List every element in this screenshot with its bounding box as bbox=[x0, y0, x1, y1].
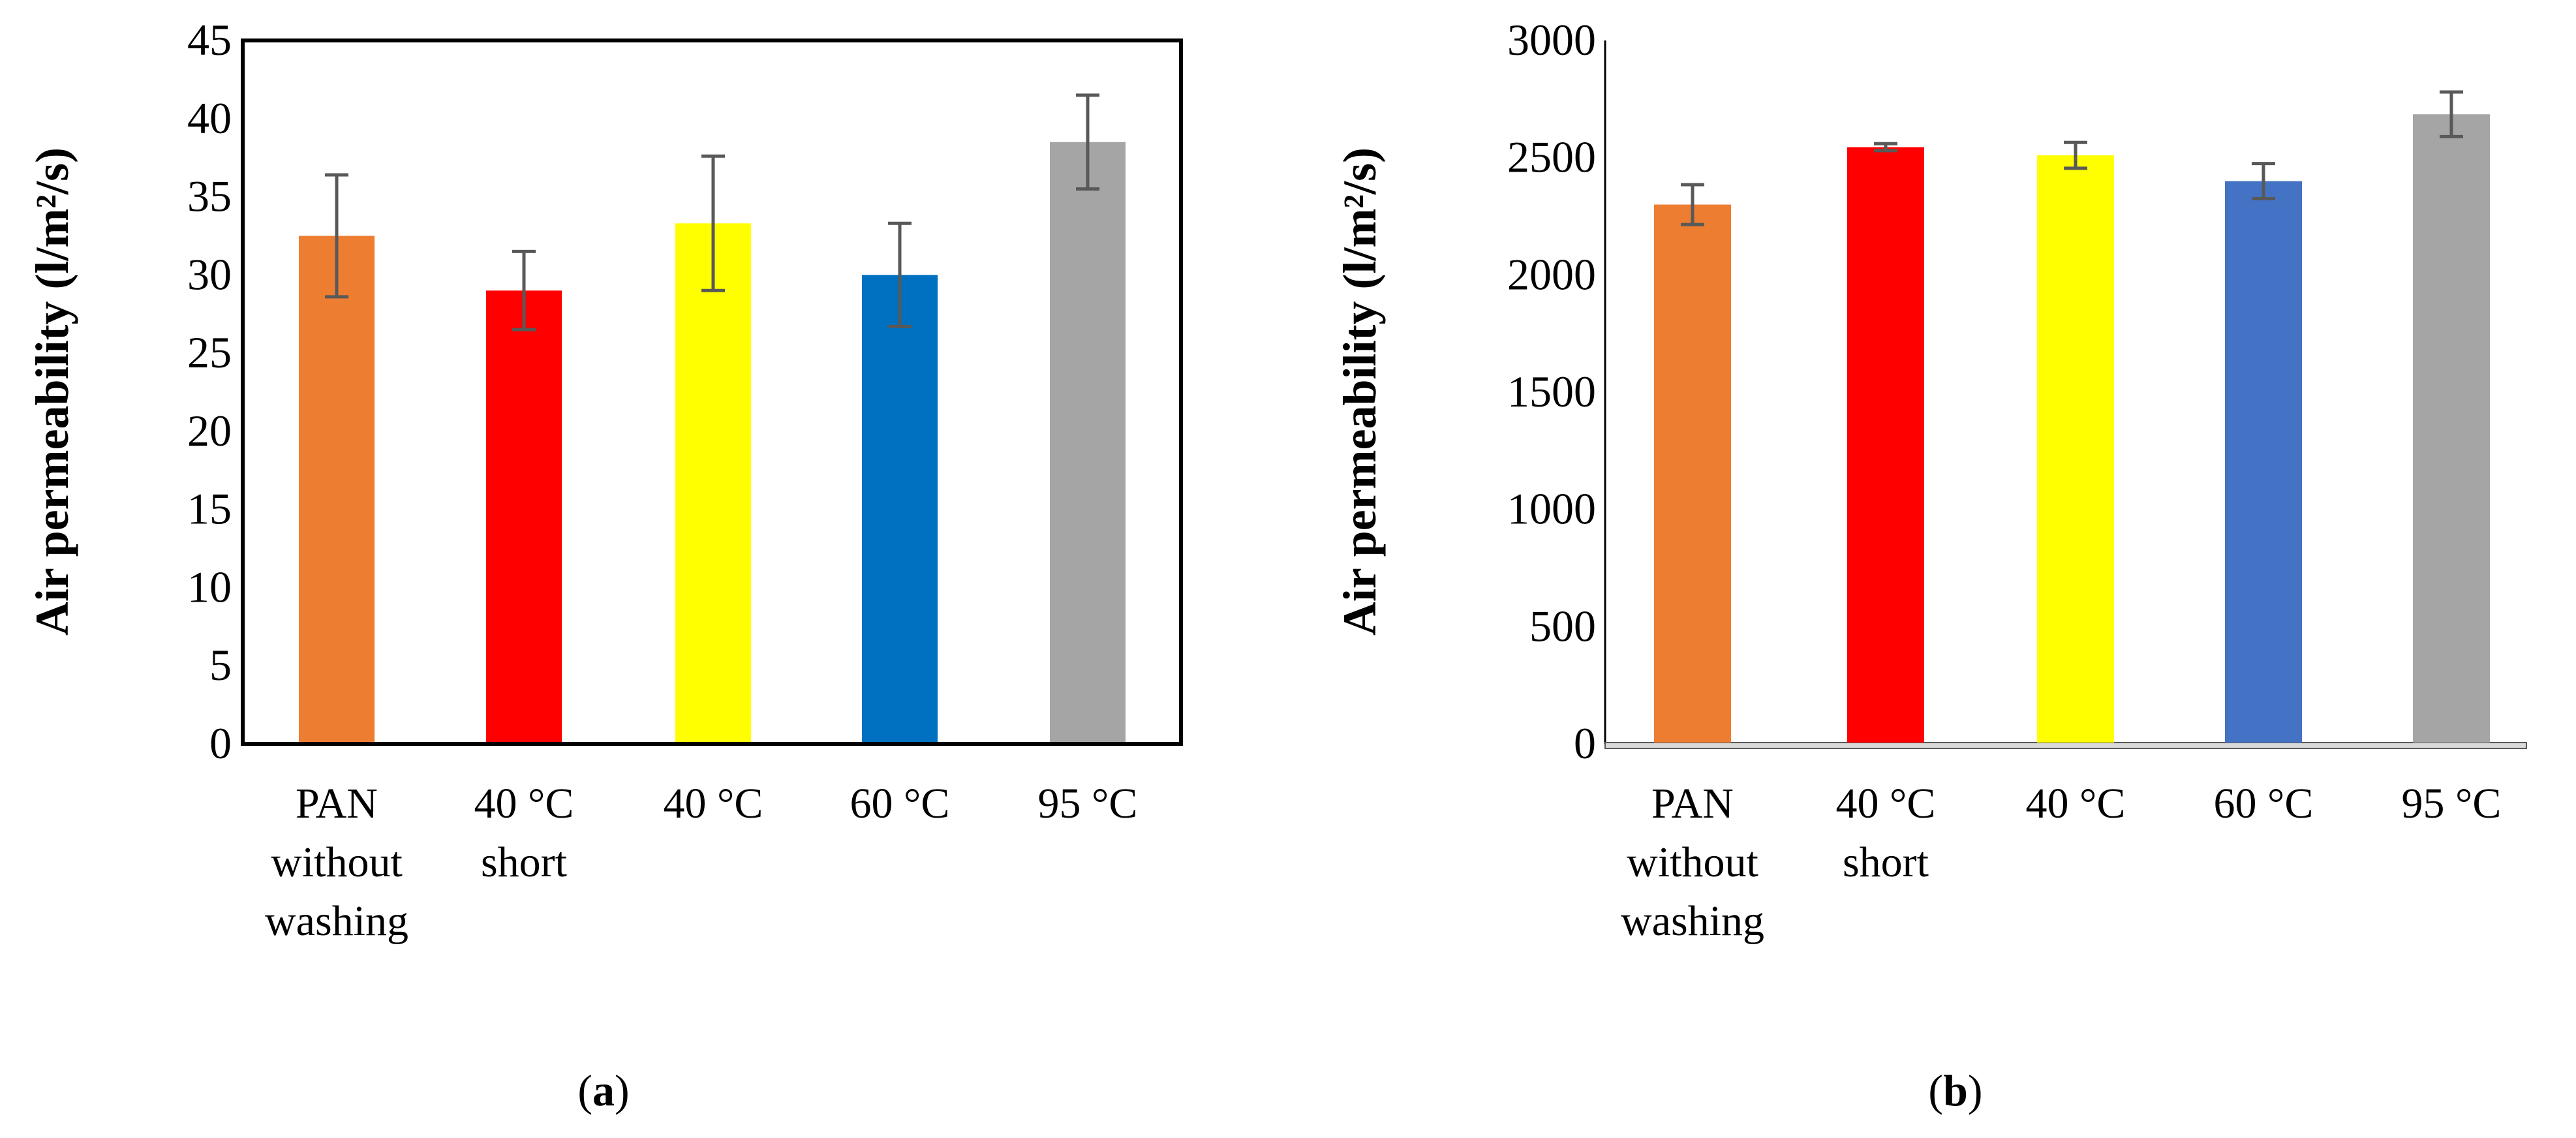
bar bbox=[2037, 155, 2114, 743]
chart-b: 0 500 1000 1500 2000 2500 3000 Air permeability… bbox=[1334, 15, 2527, 945]
x-axis-line bbox=[1604, 742, 2527, 749]
plot-frame bbox=[241, 38, 1183, 746]
panel-label-a: (a) bbox=[577, 1066, 629, 1115]
y-tick-label: 25 bbox=[187, 328, 232, 377]
chart-a: 0 5 10 15 20 25 30 35 40 45 Air permeability (l/m²… bbox=[26, 15, 1183, 945]
y-tick-label: 45 bbox=[187, 15, 232, 65]
bar bbox=[862, 275, 938, 742]
y-tick-label: 5 bbox=[209, 640, 232, 690]
x-category-label: short bbox=[481, 838, 567, 886]
x-category-label: 40 °C bbox=[474, 780, 574, 827]
bar bbox=[1847, 147, 1924, 743]
y-tick-label: 3000 bbox=[1507, 15, 1596, 65]
y-tick-label: 30 bbox=[187, 249, 232, 299]
x-category-label: without bbox=[1627, 838, 1758, 886]
x-category-label: 95 °C bbox=[2402, 780, 2502, 827]
panel-label-b-letter: b bbox=[1943, 1066, 1968, 1115]
y-tick-label: 1000 bbox=[1507, 484, 1596, 534]
y-tick-label: 10 bbox=[187, 562, 232, 611]
bar bbox=[2225, 181, 2302, 743]
panel-label-a-letter: a bbox=[592, 1066, 615, 1115]
bar bbox=[486, 290, 562, 742]
y-tick-label: 15 bbox=[187, 484, 232, 534]
x-category-label: 60 °C bbox=[850, 780, 950, 827]
y-tick-label: 2000 bbox=[1507, 249, 1596, 299]
y-axis-title: Air permeability (l/m²/s) bbox=[26, 147, 78, 636]
y-tick-label: 2500 bbox=[1507, 132, 1596, 182]
bar bbox=[1050, 142, 1126, 742]
y-tick-label: 35 bbox=[187, 172, 232, 221]
y-tick-label: 0 bbox=[1574, 718, 1596, 768]
x-category-label: 40 °C bbox=[664, 780, 763, 827]
x-category-label: PAN bbox=[1651, 780, 1734, 827]
x-category-label: 95 °C bbox=[1038, 780, 1138, 827]
x-category-label: PAN bbox=[296, 780, 378, 827]
y-tick-label: 20 bbox=[187, 406, 232, 455]
x-category-label: short bbox=[1843, 838, 1929, 886]
x-category-label: 60 °C bbox=[2214, 780, 2314, 827]
x-category-label: washing bbox=[1621, 897, 1764, 945]
bar bbox=[675, 223, 751, 742]
y-tick-label: 1500 bbox=[1507, 367, 1596, 416]
bar bbox=[1654, 204, 1731, 743]
y-tick-label: 500 bbox=[1529, 601, 1596, 651]
y-tick-label: 40 bbox=[187, 93, 232, 143]
panel-label-b: (b) bbox=[1928, 1066, 1982, 1115]
x-category-label: 40 °C bbox=[1836, 780, 1936, 827]
x-category-label: washing bbox=[265, 897, 408, 945]
y-axis-title: Air permeability (l/m²/s) bbox=[1334, 147, 1386, 636]
x-category-label: without bbox=[271, 838, 403, 886]
x-category-label: 40 °C bbox=[2026, 780, 2126, 827]
bar bbox=[2413, 114, 2490, 743]
y-tick-label: 0 bbox=[209, 718, 232, 768]
bar bbox=[299, 236, 375, 742]
